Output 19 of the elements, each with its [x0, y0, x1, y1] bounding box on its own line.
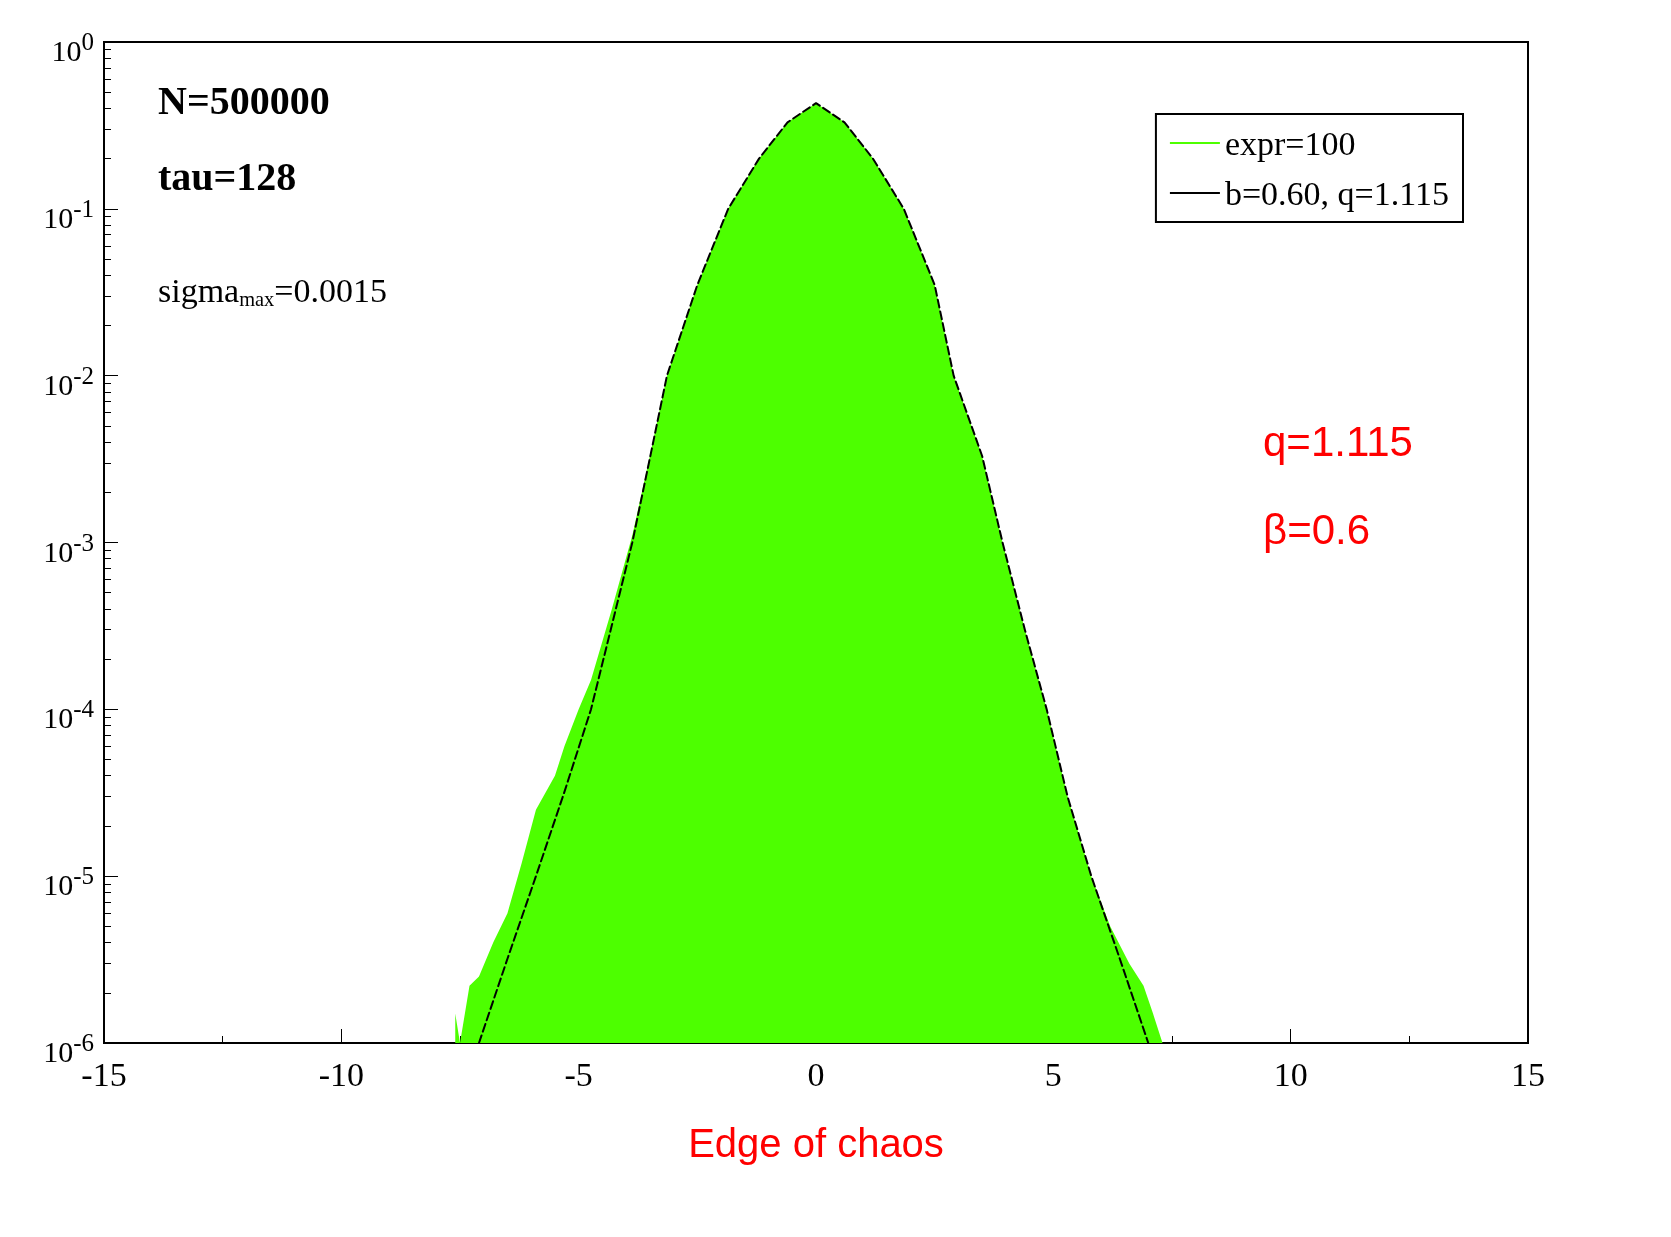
- annotation: β=0.6: [1263, 505, 1371, 553]
- legend-label: b=0.60, q=1.115: [1224, 174, 1450, 212]
- annotation: tau=128: [158, 153, 297, 199]
- x-tick-label: 10: [1273, 1055, 1308, 1093]
- annotation: q=1.115: [1263, 417, 1413, 465]
- y-tick-label: 10$^{-4}$: [43, 694, 94, 735]
- y-tick-label: 10$^{-5}$: [43, 861, 94, 902]
- y-tick-label: 10$^{-2}$: [43, 360, 94, 401]
- x-tick-label: -10: [318, 1055, 364, 1093]
- annotation: N=500000: [158, 77, 330, 123]
- x-axis-title: Edge of chaos: [688, 1121, 944, 1165]
- x-tick-label: 5: [1044, 1055, 1062, 1093]
- x-tick-label: 15: [1511, 1055, 1545, 1093]
- y-tick-label: 10$^{0}$: [51, 27, 94, 67]
- y-tick-label: 10$^{-3}$: [43, 527, 94, 568]
- x-tick-label: 0: [807, 1055, 825, 1093]
- x-tick-label: -5: [564, 1055, 593, 1093]
- legend-label: expr=100: [1224, 124, 1356, 162]
- y-tick-label: 10$^{-1}$: [43, 193, 94, 234]
